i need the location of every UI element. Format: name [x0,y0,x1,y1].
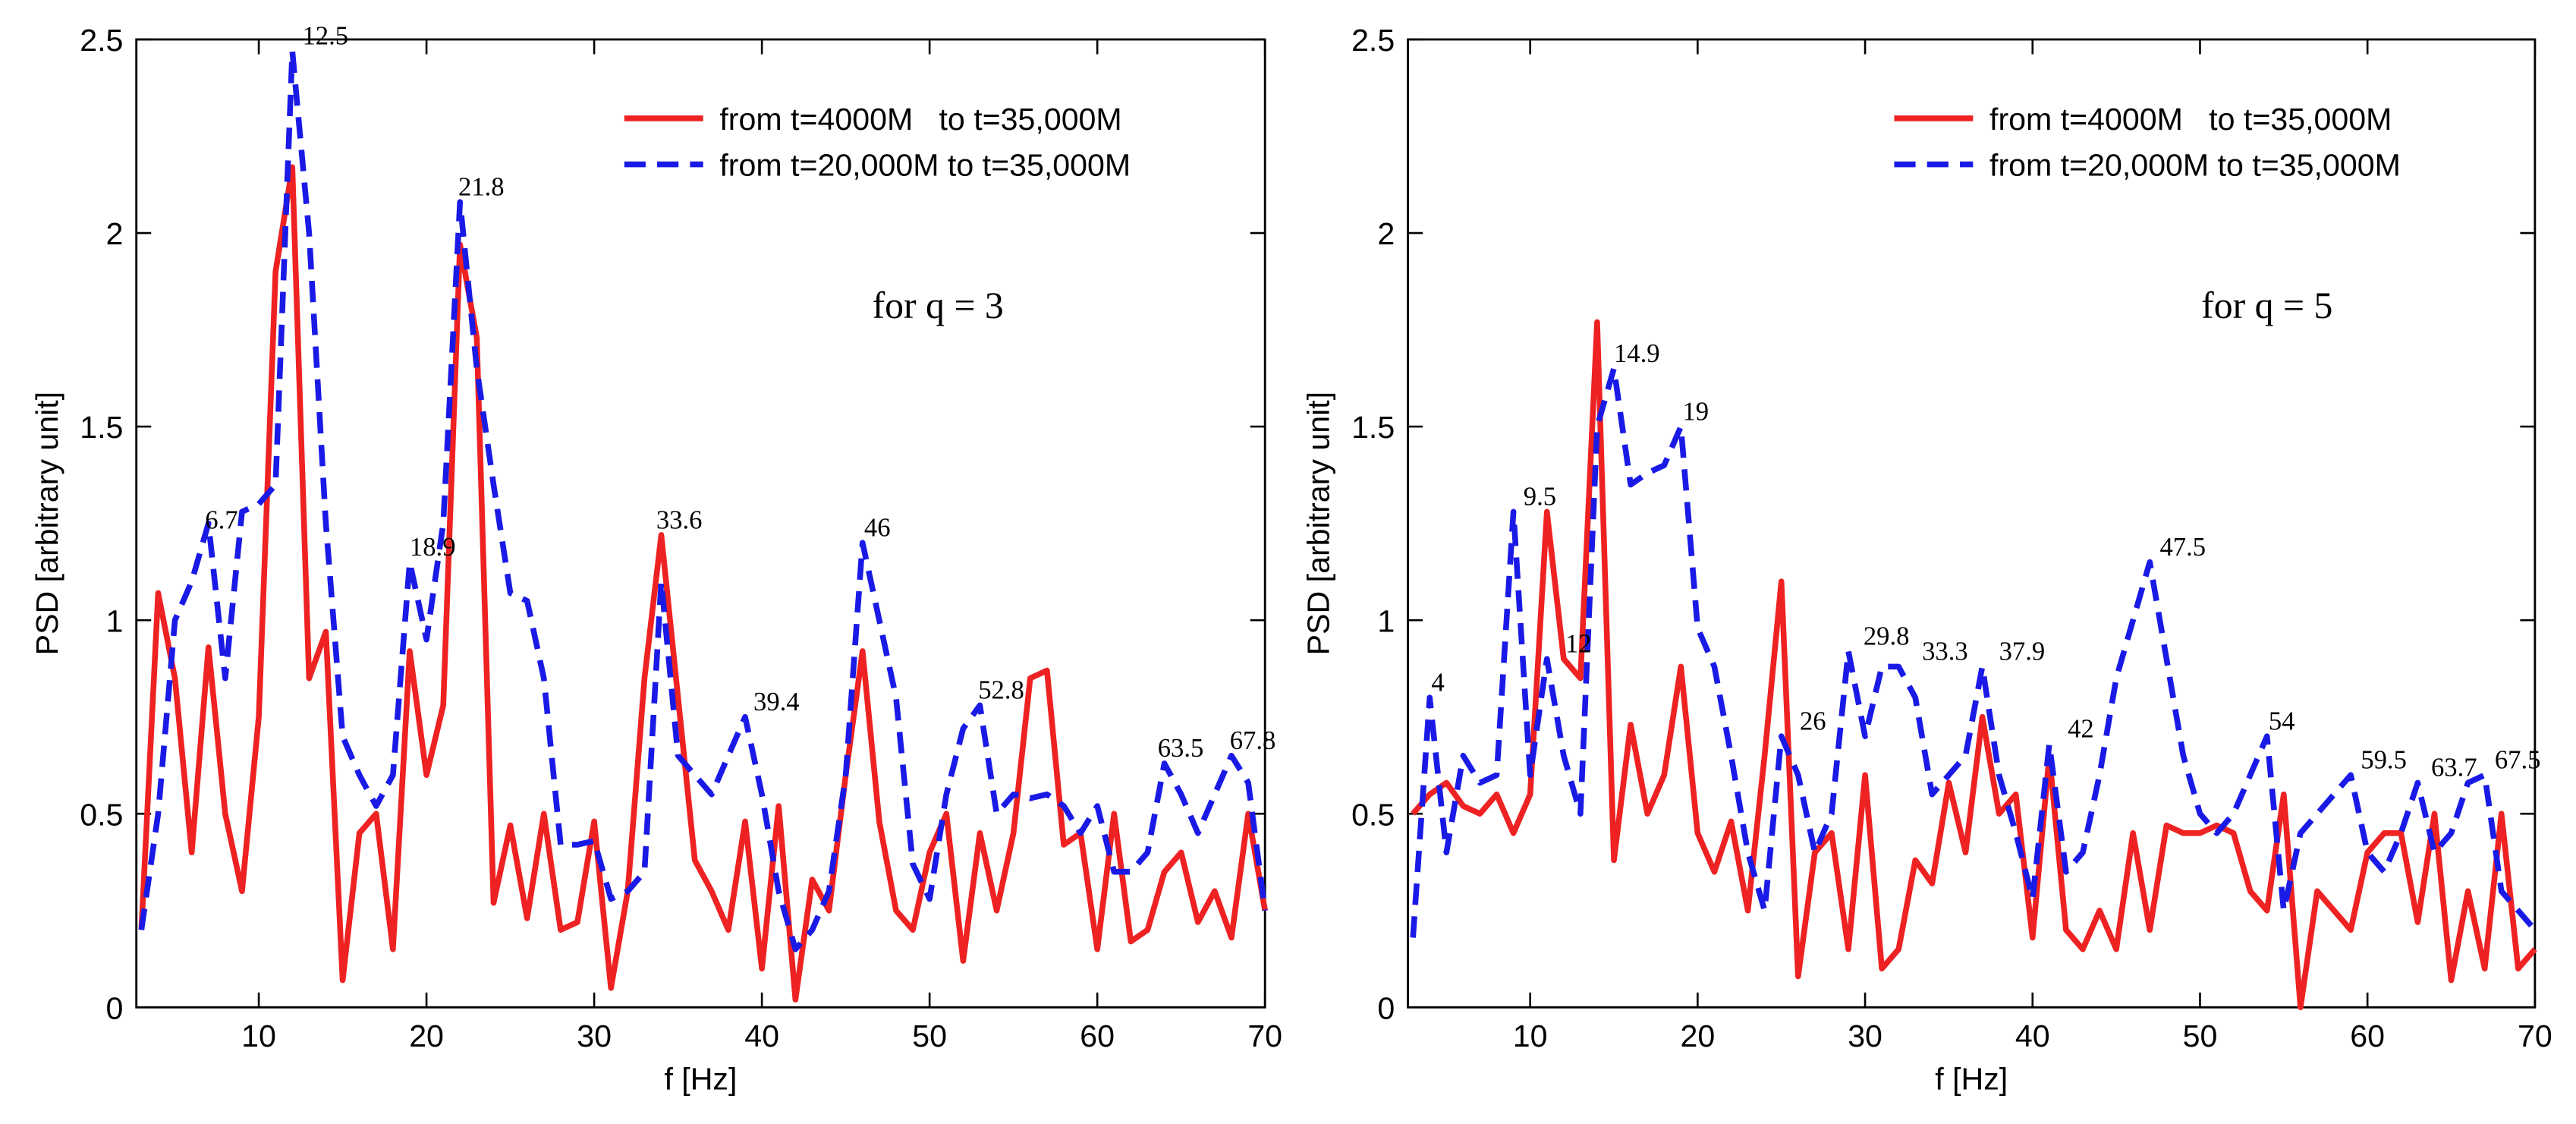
legend-label: from t=20,000M to t=35,000M [1989,148,2401,183]
peak-label: 19 [1682,397,1709,426]
y-axis-label: PSD [arbitrary unit] [1301,392,1336,655]
y-axis-label: PSD [arbitrary unit] [30,392,64,655]
peak-label: 18.9 [410,533,456,562]
peak-label: 63.7 [2431,754,2477,782]
legend-label: from t=4000M to t=35,000M [719,102,1121,137]
peak-label: 42 [2068,715,2094,744]
peak-label: 67.5 [2495,746,2541,775]
x-tick-label: 60 [1080,1019,1115,1053]
peak-label: 39.4 [753,688,800,716]
peak-label: 14.9 [1614,339,1660,368]
peak-label: 12.5 [302,22,348,51]
x-tick-label: 30 [577,1019,612,1053]
y-tick-label: 2 [106,216,124,251]
x-tick-label: 30 [1848,1019,1882,1053]
series-line [1411,319,2537,1011]
peak-label: 59.5 [2361,746,2407,775]
x-tick-label: 50 [912,1019,947,1053]
peak-label: 33.3 [1922,638,1968,666]
x-tick-label: 40 [744,1019,779,1053]
peak-label: 54 [2269,707,2295,736]
x-axis-label: f [Hz] [664,1062,737,1097]
peak-label: 67.8 [1230,726,1276,755]
y-tick-label: 2 [1377,216,1395,251]
peak-label: 26 [1800,707,1826,736]
panel-note: for q = 5 [2201,285,2332,326]
peak-label: 33.6 [656,505,703,534]
peak-label: 46 [864,513,891,542]
plot-frame [1407,38,2537,1009]
legend-label: from t=20,000M to t=35,000M [719,148,1131,183]
peak-label: 52.8 [978,676,1024,705]
x-tick-label: 70 [1247,1019,1282,1053]
y-tick-label: 0.5 [80,797,123,832]
y-tick-label: 2.5 [1351,23,1395,58]
series-line [138,48,1268,952]
peak-label: 6.7 [205,505,237,534]
panel: 10 20 30 40 50 60 70 0 0.5 1 1.5 2 2.5 f [Hz] PSD [arb… [30,22,1282,1097]
y-tick-label: 0 [1377,990,1395,1025]
x-tick-label: 60 [2350,1019,2385,1053]
y-tick-label: 1.5 [1351,410,1395,445]
x-tick-label: 20 [409,1019,444,1053]
y-tick-label: 0.5 [1351,797,1395,832]
legend-label: from t=4000M to t=35,000M [1989,102,2392,137]
peak-label: 47.5 [2159,533,2206,562]
x-tick-label: 40 [2015,1019,2050,1053]
series-line [1410,365,2537,938]
x-tick-label: 10 [1513,1019,1548,1053]
x-axis-label: f [Hz] [1935,1062,2008,1097]
peak-label: 12 [1565,629,1592,658]
peak-label: 63.5 [1158,734,1204,763]
y-tick-label: 0 [106,990,124,1025]
y-tick-label: 2.5 [80,23,123,58]
x-tick-label: 10 [241,1019,276,1053]
x-tick-label: 20 [1680,1019,1715,1053]
plot-frame [135,38,1266,1009]
peak-label: 4 [1431,669,1444,697]
y-tick-label: 1 [1377,603,1395,638]
panel: 10 20 30 40 50 60 70 0 0.5 1 1.5 2 2.5 f [Hz] PSD [arb… [1301,23,2552,1096]
peak-label: 29.8 [1864,622,1910,650]
series-line [138,164,1268,1003]
x-tick-label: 50 [2183,1019,2218,1053]
y-tick-label: 1.5 [80,410,123,445]
peak-label: 21.8 [458,173,505,202]
y-tick-label: 1 [106,603,124,638]
peak-label: 37.9 [1999,638,2046,666]
x-tick-label: 70 [2518,1019,2552,1053]
panel-note: for q = 3 [873,285,1004,326]
peak-label: 9.5 [1524,483,1556,512]
